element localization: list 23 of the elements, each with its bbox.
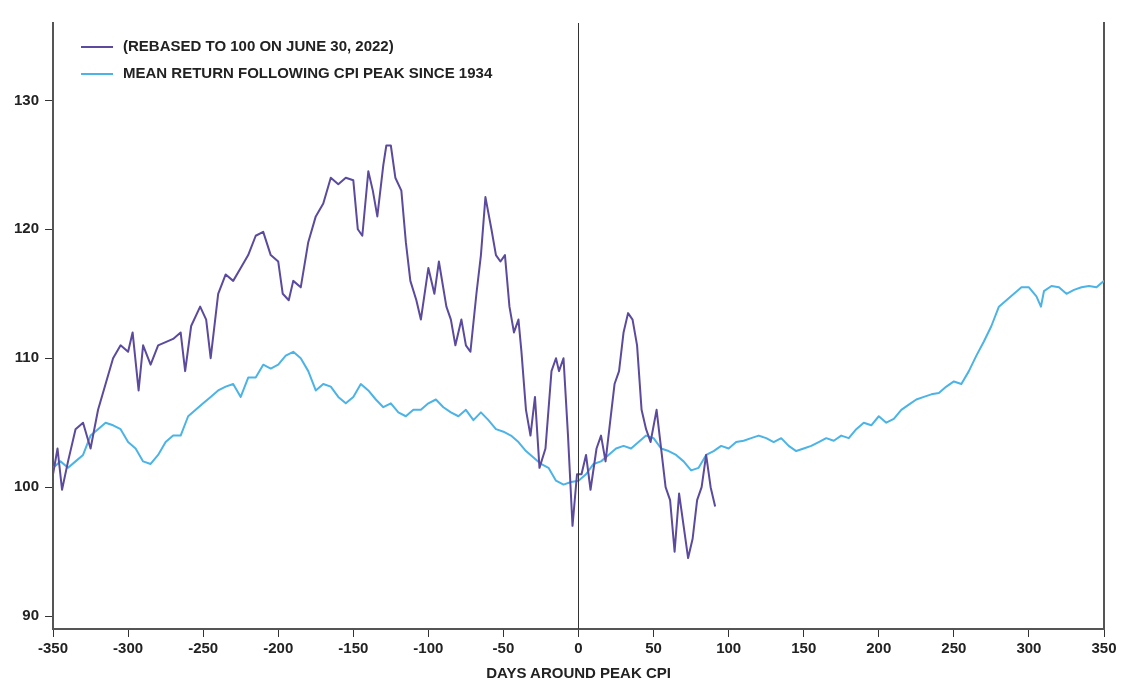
y-tick-label: 110 — [14, 348, 40, 366]
x-tick-label: 150 — [791, 639, 817, 657]
x-tick-label: 50 — [645, 639, 662, 657]
x-tick-label: 300 — [1016, 639, 1042, 657]
x-tick-label: -50 — [492, 639, 515, 657]
x-tick-label: -300 — [113, 639, 144, 657]
y-tick-label: 90 — [22, 606, 40, 624]
y-tick-label: 130 — [14, 90, 40, 108]
x-tick-label: -100 — [413, 639, 444, 657]
x-tick-label: -150 — [338, 639, 369, 657]
legend-label: MEAN RETURN FOLLOWING CPI PEAK SINCE 1934 — [123, 64, 493, 82]
x-axis-title: DAYS AROUND PEAK CPI — [486, 664, 671, 682]
x-tick-label: 100 — [716, 639, 742, 657]
legend-label: (REBASED TO 100 ON JUNE 30, 2022) — [123, 37, 394, 55]
x-tick-label: 0 — [574, 639, 583, 657]
x-tick-label: -200 — [263, 639, 294, 657]
x-tick-label: -250 — [188, 639, 219, 657]
x-tick-label: -350 — [38, 639, 69, 657]
x-tick-label: 200 — [866, 639, 892, 657]
x-tick-label: 250 — [941, 639, 967, 657]
y-tick-label: 100 — [14, 477, 40, 495]
y-tick-label: 120 — [14, 219, 40, 237]
x-tick-label: 350 — [1091, 639, 1117, 657]
